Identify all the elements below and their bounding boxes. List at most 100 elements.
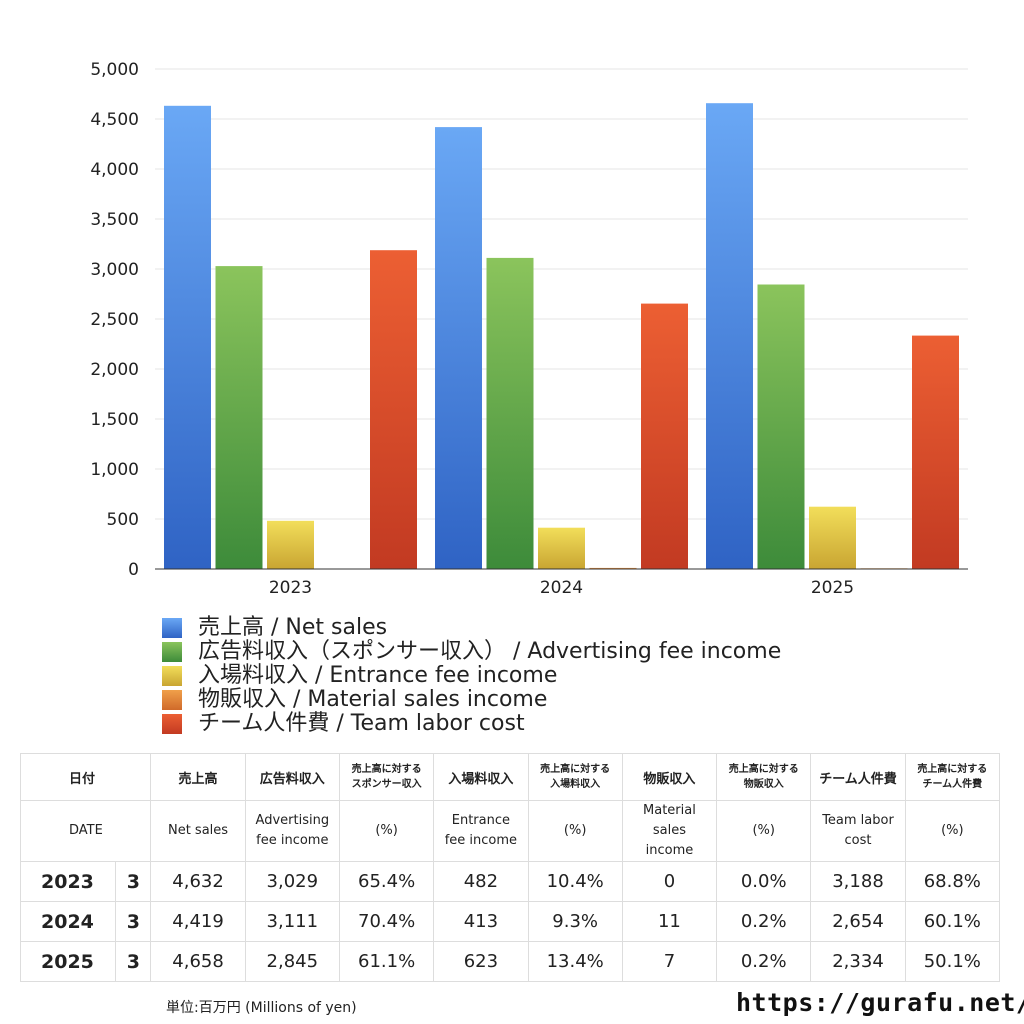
cell-adv: 3,029 <box>244 861 340 902</box>
legend-item-advertising: 広告料収入（スポンサー収入） / Advertising fee income <box>162 640 781 664</box>
header-entrance-en: Entrance fee income <box>433 800 529 862</box>
header-line: Material <box>643 803 696 818</box>
bar-2024-series-0 <box>435 127 482 569</box>
header-material-en: Material sales income <box>621 800 718 862</box>
cell-labor: 2,654 <box>810 901 906 942</box>
cell-labor: 3,188 <box>810 861 906 902</box>
y-tick-label: 4,500 <box>90 110 139 130</box>
header-adv-en: Advertising fee income <box>244 800 340 862</box>
legend-swatch-material <box>162 690 182 710</box>
legend-swatch-labor <box>162 714 182 734</box>
bar-2025-series-0 <box>706 103 753 569</box>
cell-material-pct: 0.2% <box>716 901 812 942</box>
header-line: スポンサー収入 <box>351 779 422 790</box>
bar-2024-series-4 <box>641 303 688 569</box>
header-net-sales-jp: 売上高 <box>150 753 246 801</box>
legend-item-entrance: 入場料収入 / Entrance fee income <box>162 664 781 688</box>
y-tick-label: 3,500 <box>90 210 139 230</box>
header-pct: (%) <box>527 800 623 862</box>
header-labor-ratio-jp: 売上高に対する チーム人件費 <box>904 753 1001 801</box>
cell-material: 11 <box>621 901 718 942</box>
header-line: 物販収入 <box>743 779 784 790</box>
header-line: 売上高に対する <box>728 764 799 775</box>
bar-2024-series-1 <box>486 257 534 569</box>
header-line: cost <box>844 833 872 848</box>
y-tick-label: 3,000 <box>90 260 139 280</box>
legend-swatch-advertising <box>162 642 182 662</box>
legend-label: 入場料収入 / Entrance fee income <box>198 663 558 688</box>
header-material-jp: 物販収入 <box>621 753 718 801</box>
header-entrance-jp: 入場料収入 <box>433 753 529 801</box>
y-tick-label: 500 <box>107 510 139 530</box>
cell-material: 0 <box>621 861 718 902</box>
cell-labor-pct: 60.1% <box>904 901 1001 942</box>
data-table: 日付 売上高 広告料収入 売上高に対する スポンサー収入 入場料収入 売上高に対… <box>19 753 1001 982</box>
x-axis-ticks: 2023 2024 2025 <box>269 578 854 598</box>
x-tick-label: 2023 <box>269 578 312 598</box>
legend-item-labor: チーム人件費 / Team labor cost <box>162 712 781 736</box>
row-month: 3 <box>115 941 152 982</box>
header-net-sales-en: Net sales <box>150 800 246 862</box>
header-entrance-ratio-jp: 売上高に対する 入場料収入 <box>527 753 623 801</box>
bar-2023-series-0 <box>164 105 211 570</box>
header-line: Advertising <box>255 813 330 828</box>
header-line: sales <box>652 823 686 838</box>
y-tick-label: 2,000 <box>90 360 139 380</box>
cell-entrance: 482 <box>433 861 529 902</box>
header-line: fee income <box>444 833 518 848</box>
row-year: 2024 <box>19 901 117 942</box>
legend-label: 広告料収入（スポンサー収入） / Advertising fee income <box>198 639 782 664</box>
cell-net-sales: 4,658 <box>150 941 246 982</box>
cell-entrance: 413 <box>433 901 529 942</box>
header-date-en: DATE <box>19 800 152 862</box>
cell-labor: 2,334 <box>810 941 906 982</box>
legend: 売上高 / Net sales 広告料収入（スポンサー収入） / Adverti… <box>162 616 781 736</box>
cell-net-sales: 4,419 <box>150 901 246 942</box>
header-pct: (%) <box>338 800 435 862</box>
bar-2023-series-2 <box>267 520 314 569</box>
header-labor-jp: チーム人件費 <box>810 753 906 801</box>
legend-swatch-entrance <box>162 666 182 686</box>
legend-label: 売上高 / Net sales <box>198 615 388 640</box>
bar-2024-series-2 <box>538 527 585 569</box>
header-line: 売上高に対する <box>917 764 988 775</box>
legend-label: チーム人件費 / Team labor cost <box>198 711 525 736</box>
cell-adv: 3,111 <box>244 901 340 942</box>
bar-2023-series-1 <box>215 266 263 569</box>
row-month: 3 <box>115 901 152 942</box>
cell-net-sales: 4,632 <box>150 861 246 902</box>
bar-2025-series-2 <box>809 506 856 569</box>
cell-entrance-pct: 9.3% <box>527 901 623 942</box>
cell-adv-pct: 65.4% <box>338 861 435 902</box>
y-tick-label: 5,000 <box>90 60 139 80</box>
table-row: 2023 3 4,632 3,029 65.4% 482 10.4% 0 0.0… <box>19 861 1001 902</box>
y-tick-label: 2,500 <box>90 310 139 330</box>
cell-adv-pct: 61.1% <box>338 941 435 982</box>
cell-adv: 2,845 <box>244 941 340 982</box>
bar-2025-series-4 <box>912 335 959 569</box>
header-labor-en: Team labor cost <box>810 800 906 862</box>
site-url: https://gurafu.net/ <box>736 988 1024 1017</box>
legend-item-material: 物販収入 / Material sales income <box>162 688 781 712</box>
y-tick-label: 0 <box>128 560 139 580</box>
bar-2025-series-1 <box>757 284 805 569</box>
cell-material-pct: 0.2% <box>716 941 812 982</box>
table-row: 2024 3 4,419 3,111 70.4% 413 9.3% 11 0.2… <box>19 901 1001 942</box>
header-line: 売上高に対する <box>351 764 422 775</box>
grid-lines <box>155 68 968 520</box>
x-tick-label: 2024 <box>540 578 583 598</box>
y-tick-label: 4,000 <box>90 160 139 180</box>
header-line: 入場料収入 <box>550 779 601 790</box>
header-pct: (%) <box>904 800 1001 862</box>
header-line: income <box>645 843 694 858</box>
header-pct: (%) <box>716 800 812 862</box>
bar-2024-series-3 <box>589 567 637 569</box>
table-header-en: DATE Net sales Advertising fee income (%… <box>19 800 1001 862</box>
cell-material-pct: 0.0% <box>716 861 812 902</box>
cell-adv-pct: 70.4% <box>338 901 435 942</box>
legend-item-net-sales: 売上高 / Net sales <box>162 616 781 640</box>
header-adv-ratio-jp: 売上高に対する スポンサー収入 <box>338 753 435 801</box>
row-year: 2025 <box>19 941 117 982</box>
bars <box>164 103 959 570</box>
header-material-ratio-jp: 売上高に対する 物販収入 <box>716 753 812 801</box>
